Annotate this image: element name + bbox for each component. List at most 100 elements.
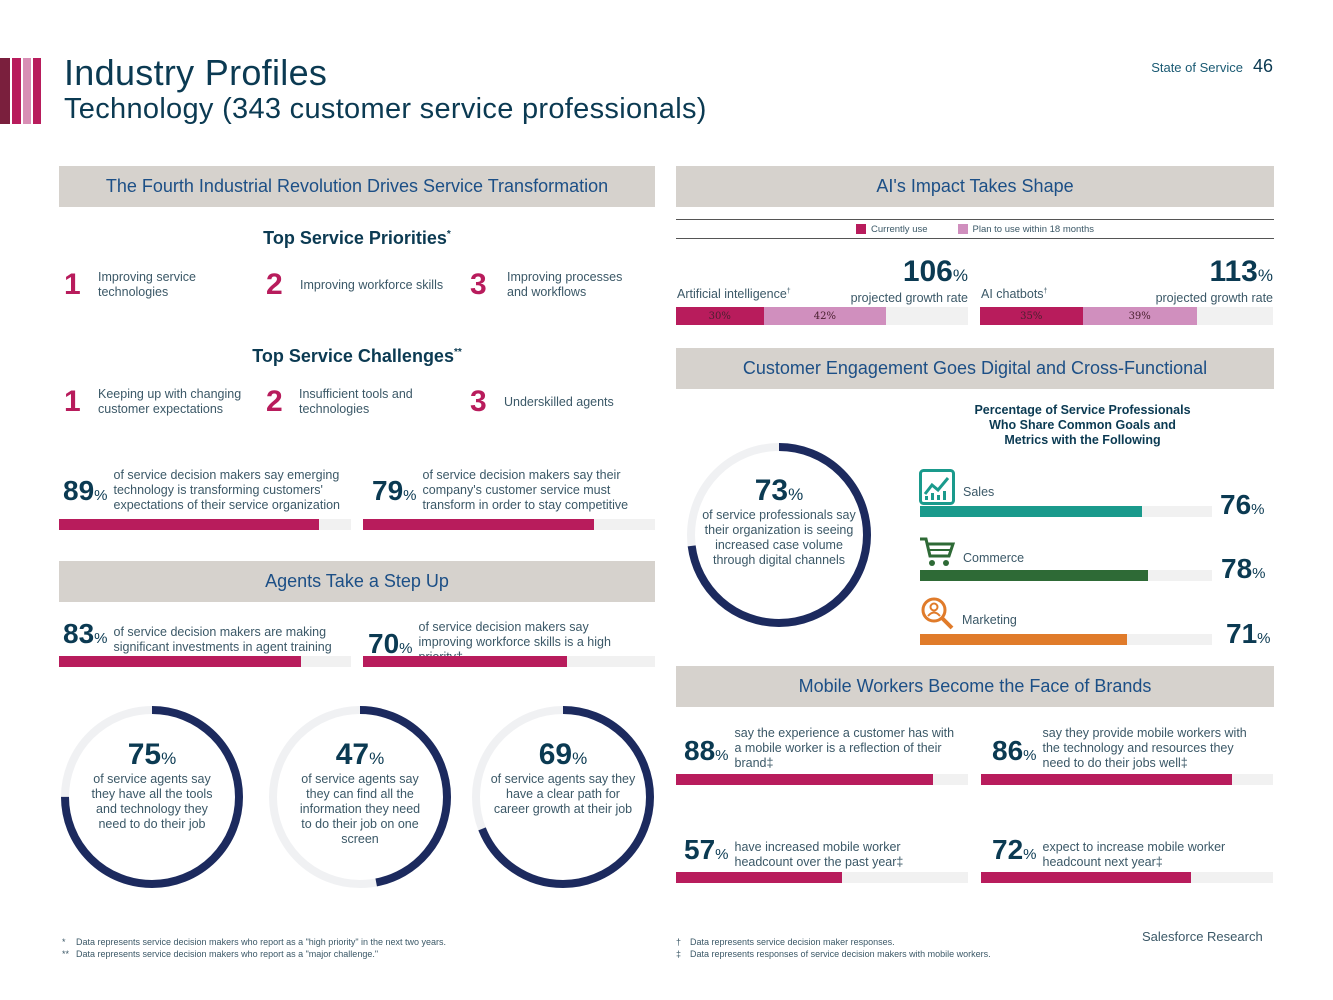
footnote: † Data represents service decision maker …	[676, 937, 895, 947]
section-band-engagement: Customer Engagement Goes Digital and Cro…	[676, 348, 1274, 389]
page-subtitle: Technology (343 customer service profess…	[64, 93, 707, 125]
stat-text: expect to increase mobile worker headcou…	[1042, 840, 1226, 869]
priority-number: 1	[64, 268, 81, 301]
progress-bar	[676, 872, 968, 883]
progress-bar	[59, 519, 351, 530]
legend-item: Plan to use within 18 months	[957, 223, 1094, 235]
ring-value: 69%	[538, 738, 588, 771]
challenge-number: 2	[266, 385, 283, 418]
stat-value: 88%	[684, 735, 729, 766]
progress-bar	[920, 634, 1212, 645]
stat-text: say the experience a customer has with a…	[734, 726, 955, 770]
ring-chart-career	[472, 706, 654, 888]
challenges-heading: Top Service Challenges**	[252, 346, 462, 366]
footnotes-left: * Data represents service decision makers…	[62, 936, 622, 960]
ring-fill	[687, 443, 871, 627]
ring-label: 47% of service agents say they can find …	[295, 738, 425, 847]
section-band-ai: AI's Impact Takes Shape	[676, 166, 1274, 207]
stat-value: 86%	[992, 735, 1037, 766]
challenge-item: 3 Underskilled agents	[470, 385, 650, 419]
progress-bar-fill	[59, 656, 302, 667]
growth-value: 113%	[1209, 255, 1273, 288]
stat-value: 89%	[63, 475, 108, 506]
stat-text: of service decision makers say their com…	[422, 468, 629, 512]
growth-value: 106%	[902, 255, 968, 288]
chart-icon	[919, 469, 955, 505]
department-value: 71%	[1226, 618, 1271, 649]
department-label: Marketing	[962, 613, 1017, 627]
bar-segment-plan: 39%	[1082, 307, 1197, 325]
priority-item: 3 Improving processes and workflows	[470, 268, 650, 302]
brand-stripes	[0, 58, 42, 124]
ring-fill	[269, 706, 451, 888]
progress-bar	[363, 656, 655, 667]
ai-label: AI chatbots†	[981, 287, 1048, 301]
ring-label: 75% of service agents say they have all …	[82, 738, 222, 832]
section-band-mobile: Mobile Workers Become the Face of Brands	[676, 666, 1274, 707]
bar-segment-current: 30%	[676, 307, 764, 325]
priority-number: 3	[470, 268, 487, 301]
footnote: ‡ Data represents responses of service de…	[676, 949, 991, 959]
ring-chart-digital	[687, 443, 871, 627]
shared-goals-title: Percentage of Service Professionals Who …	[974, 403, 1191, 447]
stat-text: say they provide mobile workers with the…	[1042, 726, 1247, 770]
progress-bar-fill	[363, 656, 568, 667]
magnifier-icon	[921, 597, 954, 630]
progress-bar-fill	[676, 774, 933, 785]
stat-agent-training: 83% of service decision makers are makin…	[63, 620, 353, 655]
ring-value: 75%	[127, 738, 177, 771]
ai-stacked-bar: 35% 39%	[980, 307, 1273, 325]
department-label: Commerce	[963, 551, 1025, 565]
page-header-meta: State of Service 46	[1151, 56, 1273, 77]
stat-must-transform: 79% of service decision makers say their…	[372, 468, 657, 513]
department-label: Sales	[963, 485, 995, 499]
progress-bar	[920, 570, 1212, 581]
footnote: ** Data represents service decision maker…	[62, 949, 379, 959]
ai-growth: 106% projected growth rate	[820, 255, 968, 306]
stat-value: 72%	[992, 834, 1037, 865]
legend-swatch	[957, 223, 968, 234]
ai-label: Artificial intelligence†	[677, 287, 791, 301]
ring-label: 73% of service professionals say their o…	[702, 474, 856, 568]
priority-item: 2 Improving workforce skills	[266, 268, 456, 302]
stat-value: 57%	[684, 834, 729, 865]
ai-growth: 113% projected growth rate	[1120, 255, 1273, 306]
progress-bar-fill	[981, 774, 1233, 785]
ring-chart-one-screen	[269, 706, 451, 888]
progress-bar	[981, 872, 1273, 883]
ring-label: 69% of service agents say they have a cl…	[490, 738, 636, 817]
challenge-number: 1	[64, 385, 81, 418]
progress-bar-fill	[59, 519, 319, 530]
stat-value: 83%	[63, 618, 108, 649]
ring-value: 73%	[754, 474, 804, 507]
challenge-text: Insufficient tools and technologies	[299, 387, 413, 416]
priority-text: Improving workforce skills	[300, 277, 444, 292]
challenge-item: 1 Keeping up with changing customer expe…	[64, 385, 254, 419]
ring-chart-tools	[61, 706, 243, 888]
ring-description: of service agents say they have all the …	[91, 772, 213, 831]
progress-bar-fill	[981, 872, 1192, 883]
footnote: * Data represents service decision makers…	[62, 937, 447, 947]
section-band-transformation: The Fourth Industrial Revolution Drives …	[59, 166, 655, 207]
stat-mobile-headcount-past: 57% have increased mobile worker headcou…	[684, 836, 969, 870]
stat-workforce-skills: 70% of service decision makers say impro…	[368, 620, 658, 665]
ring-value: 47%	[335, 738, 385, 771]
stat-mobile-resources: 86% say they provide mobile workers with…	[992, 726, 1274, 771]
ring-fill	[61, 706, 243, 888]
progress-bar	[920, 506, 1212, 517]
brand-label: Salesforce Research	[1142, 929, 1263, 944]
stat-text: of service decision makers say improving…	[418, 620, 611, 664]
progress-bar-fill	[920, 634, 1128, 645]
department-value: 76%	[1220, 489, 1265, 520]
progress-bar-fill	[363, 519, 594, 530]
challenge-text: Underskilled agents	[504, 394, 614, 409]
priority-item: 1 Improving service technologies	[64, 268, 244, 302]
progress-bar	[59, 656, 351, 667]
priority-text: Improving service technologies	[98, 270, 196, 299]
priority-number: 2	[266, 268, 283, 301]
footnotes-right: † Data represents service decision maker …	[676, 936, 1096, 960]
challenge-number: 3	[470, 385, 487, 418]
legend-item: Currently use	[856, 224, 928, 235]
challenge-item: 2 Insufficient tools and technologies	[266, 385, 456, 419]
stat-text: of service decision makers say emerging …	[113, 468, 341, 512]
